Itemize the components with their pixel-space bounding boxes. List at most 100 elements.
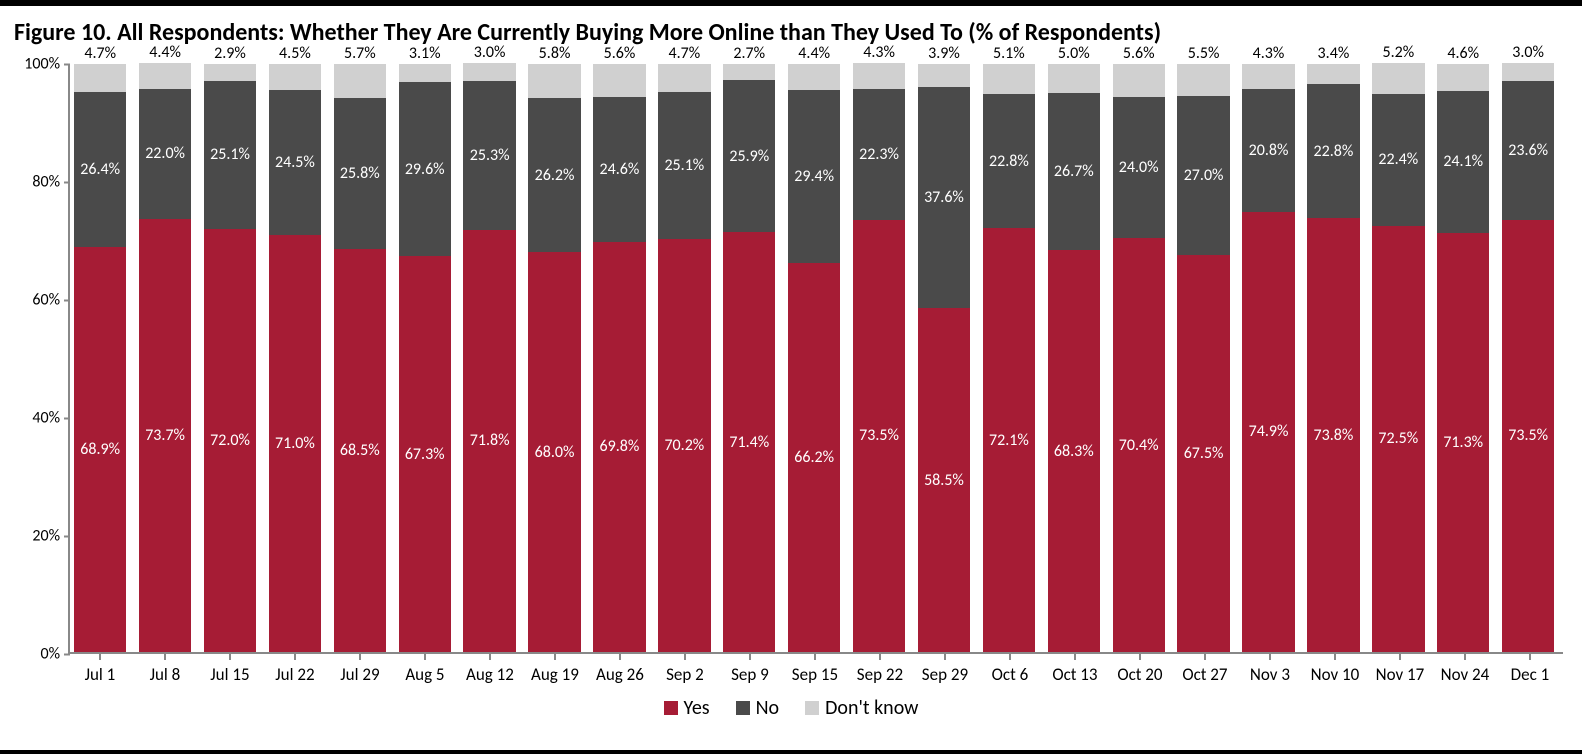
bar-value-label: 4.4% [149,43,181,62]
bar-segment-no: 25.8% [334,98,386,250]
bar-slot: 4.3%20.8%74.9% [1238,64,1303,652]
x-tick-mark [619,654,621,660]
x-tick-mark [489,654,491,660]
bar-segment-dk: 3.0% [463,63,515,81]
x-tick-label: Sep 22 [857,664,903,685]
bar: 4.7%26.4%68.9% [74,64,126,652]
bar-value-label: 70.2% [664,436,704,455]
x-tick-label: Jul 15 [210,664,249,685]
legend-label: Don't know [825,696,918,720]
bar-segment-yes: 71.4% [723,232,775,652]
bar-value-label: 22.4% [1378,150,1418,169]
bar-value-label: 37.6% [924,188,964,207]
bar: 5.1%22.8%72.1% [983,64,1035,652]
bar-segment-dk: 4.3% [1242,64,1294,89]
x-tick-label: Jul 1 [85,664,116,685]
x-tick-mark [1009,654,1011,660]
bar-value-label: 4.4% [798,44,830,63]
bar-value-label: 22.0% [145,144,185,163]
bar-value-label: 22.3% [859,145,899,164]
bar-value-label: 5.6% [604,44,636,63]
bar-slot: 4.6%24.1%71.3% [1433,64,1498,652]
bar-segment-no: 24.5% [269,90,321,234]
bar-value-label: 22.8% [1314,142,1354,161]
y-tick-label: 100% [14,55,60,74]
bar-segment-no: 24.6% [593,97,645,242]
x-tick-label: Sep 2 [666,664,704,685]
bar-slot: 4.3%22.3%73.5% [849,64,914,652]
bar-segment-no: 25.1% [204,81,256,229]
bar-segment-dk: 5.7% [334,64,386,98]
bar-value-label: 29.6% [405,160,445,179]
bar-segment-no: 25.1% [658,92,710,240]
bar-segment-yes: 71.8% [463,230,515,652]
bar-slot: 4.7%26.4%68.9% [70,64,135,652]
bar-value-label: 5.6% [1123,44,1155,63]
bar-slot: 4.5%24.5%71.0% [265,64,330,652]
bar-value-label: 3.0% [1512,43,1544,62]
bar-segment-no: 29.4% [788,90,840,263]
bar-value-label: 3.0% [474,43,506,62]
bar-segment-yes: 73.7% [139,219,191,652]
x-tick-mark [424,654,426,660]
bar-value-label: 24.5% [275,153,315,172]
bar-segment-no: 25.3% [463,81,515,230]
bar-segment-yes: 58.5% [918,308,970,652]
bar-segment-dk: 5.6% [1113,64,1165,97]
bar-value-label: 70.4% [1119,436,1159,455]
bar-slot: 4.4%22.0%73.7% [135,64,200,652]
bar: 5.8%26.2%68.0% [528,64,580,652]
bar-slot: 5.2% 22.4% 72.5% [1368,64,1433,652]
x-tick-label: Aug 26 [596,664,644,685]
bar-value-label: 68.3% [1054,442,1094,461]
bar-value-label: 69.8% [600,437,640,456]
bar-segment-yes: 67.3% [399,256,451,652]
bar-slot: 5.6%24.6%69.8% [589,64,654,652]
bar-segment-no: 24.1% [1437,91,1489,233]
bar: 5.0%26.7%68.3% [1048,64,1100,652]
bar: 3.4%22.8%73.8% [1307,64,1359,652]
y-tick-label: 80% [14,173,60,192]
bar-segment-yes: 70.4% [1113,238,1165,652]
bar-segment-no: 22.8% [1307,84,1359,218]
x-tick-label: Nov 24 [1441,664,1490,685]
bar-segment-dk: 4.7% [658,64,710,92]
bar-segment-no: 37.6% [918,87,970,308]
bar-value-label: 25.9% [729,147,769,166]
x-tick-mark [554,654,556,660]
bar: 4.5%24.5%71.0% [269,64,321,652]
bar: 3.0%23.6%73.5% [1502,63,1554,652]
x-tick-label: Sep 15 [792,664,838,685]
bar-value-label: 25.1% [664,156,704,175]
bar-value-label: 58.5% [924,471,964,490]
x-tick-mark [229,654,231,660]
legend-swatch [736,701,750,715]
bar-segment-dk: 5.2% [1372,63,1424,94]
x-tick-label: Nov 17 [1376,664,1425,685]
bar-value-label: 72.5% [1378,429,1418,448]
bar-segment-yes: 68.5% [334,249,386,652]
bar-value-label: 66.2% [794,448,834,467]
bar-value-label: 71.0% [275,434,315,453]
bar-segment-yes: 73.8% [1307,218,1359,652]
x-tick-mark [99,654,101,660]
bar-segment-no: 22.3% [853,89,905,220]
bar-segment-yes: 71.0% [269,235,321,652]
legend-item-no: No [736,696,779,720]
bar-value-label: 2.9% [214,44,246,63]
bar-value-label: 5.1% [993,44,1025,63]
x-tick-label: Jul 22 [275,664,314,685]
bar-segment-no: 27.0% [1177,96,1229,255]
bar-segment-no: 26.2% [528,98,580,252]
bar-value-label: 23.6% [1508,141,1548,160]
y-tick-label: 40% [14,409,60,428]
bar: 5.6%24.0%70.4% [1113,64,1165,652]
bar-segment-dk: 5.5% [1177,64,1229,96]
x-tick-mark [1139,654,1141,660]
bar-segment-yes: 74.9% [1242,212,1294,652]
bar-value-label: 67.3% [405,445,445,464]
bar-value-label: 22.8% [989,152,1029,171]
bar-slot: 3.9%37.6%58.5% [914,64,979,652]
bar-value-label: 68.9% [80,440,120,459]
bar: 5.5%27.0%67.5% [1177,64,1229,652]
